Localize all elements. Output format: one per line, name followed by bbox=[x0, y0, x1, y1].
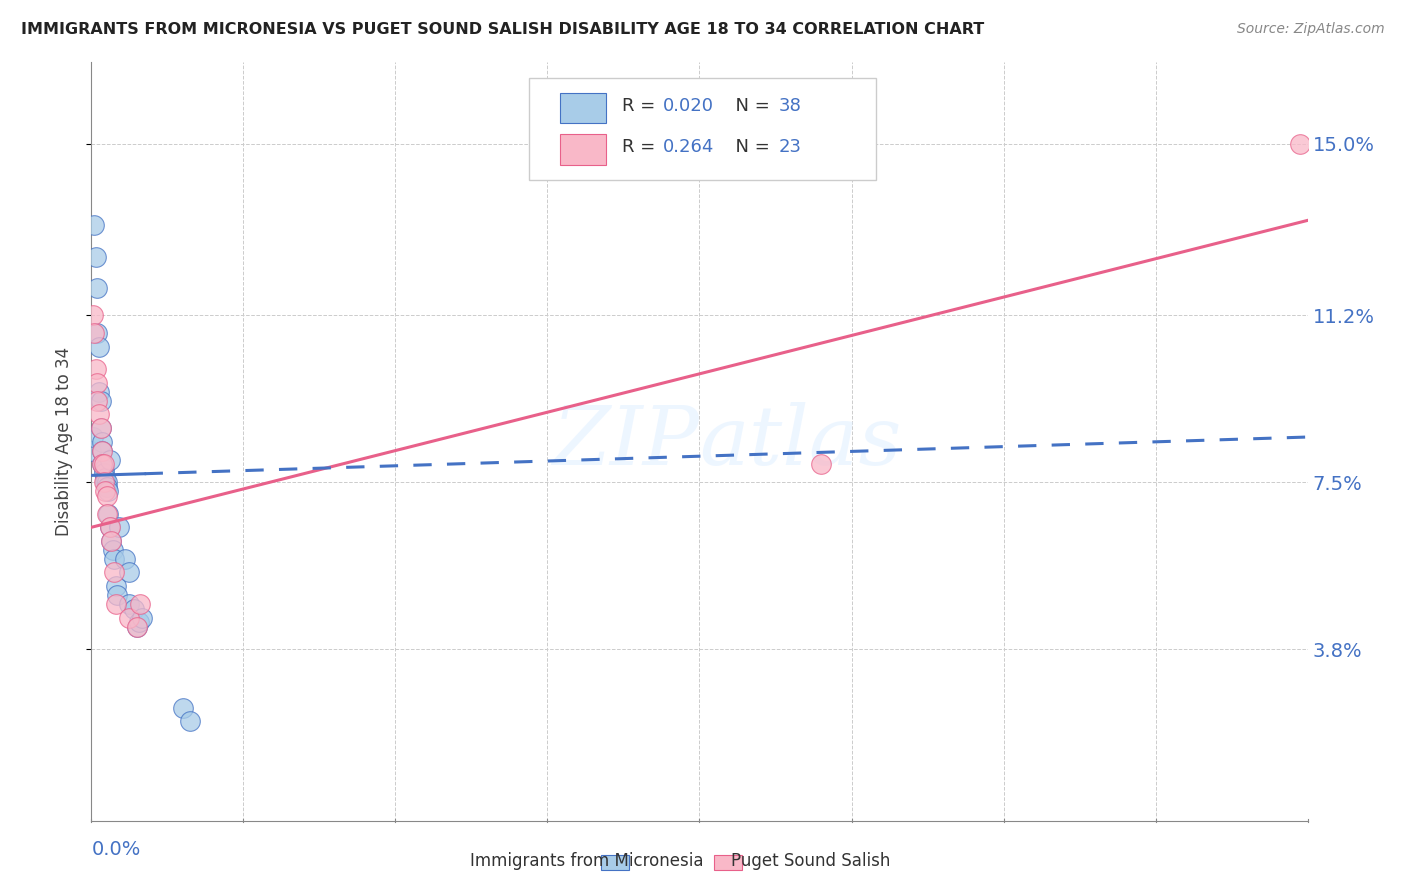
Text: 0.264: 0.264 bbox=[664, 138, 714, 156]
Point bbox=[91, 443, 114, 458]
Point bbox=[96, 480, 118, 494]
Bar bbox=[713, 855, 742, 871]
Text: 38: 38 bbox=[779, 97, 801, 115]
Point bbox=[104, 597, 127, 611]
Point bbox=[97, 484, 120, 499]
Point bbox=[87, 340, 110, 354]
Point bbox=[89, 421, 111, 435]
Text: N =: N = bbox=[724, 138, 775, 156]
Point bbox=[100, 533, 122, 548]
FancyBboxPatch shape bbox=[560, 135, 606, 165]
Text: N =: N = bbox=[724, 97, 775, 115]
Point bbox=[118, 597, 141, 611]
Point bbox=[93, 466, 115, 480]
Point bbox=[98, 452, 121, 467]
Point bbox=[105, 588, 128, 602]
Point bbox=[82, 308, 104, 322]
Point bbox=[128, 615, 150, 629]
Point bbox=[97, 507, 120, 521]
Point bbox=[94, 475, 117, 490]
Point bbox=[83, 326, 105, 341]
Point bbox=[89, 421, 111, 435]
Y-axis label: Disability Age 18 to 34: Disability Age 18 to 34 bbox=[55, 347, 73, 536]
Point bbox=[101, 542, 124, 557]
Point bbox=[118, 610, 141, 624]
Text: IMMIGRANTS FROM MICRONESIA VS PUGET SOUND SALISH DISABILITY AGE 18 TO 34 CORRELA: IMMIGRANTS FROM MICRONESIA VS PUGET SOUN… bbox=[21, 22, 984, 37]
Point bbox=[118, 566, 141, 580]
Text: Immigrants from Micronesia: Immigrants from Micronesia bbox=[470, 852, 703, 870]
Point bbox=[87, 384, 110, 399]
Point bbox=[86, 376, 108, 390]
Point bbox=[114, 552, 136, 566]
Point bbox=[1289, 136, 1312, 151]
Point bbox=[84, 362, 107, 376]
Text: atlas: atlas bbox=[699, 401, 901, 482]
Point bbox=[91, 457, 114, 471]
Point bbox=[172, 701, 194, 715]
Point bbox=[94, 484, 117, 499]
Point bbox=[96, 507, 118, 521]
Text: ZIP: ZIP bbox=[553, 401, 699, 482]
Text: Source: ZipAtlas.com: Source: ZipAtlas.com bbox=[1237, 22, 1385, 37]
Point bbox=[100, 533, 122, 548]
Point bbox=[80, 443, 103, 458]
Point bbox=[104, 579, 127, 593]
Text: R =: R = bbox=[621, 97, 661, 115]
Point bbox=[107, 520, 129, 534]
Point bbox=[103, 552, 125, 566]
Point bbox=[96, 489, 118, 503]
Point bbox=[84, 250, 107, 264]
Point bbox=[87, 408, 110, 422]
Point bbox=[94, 470, 117, 484]
Text: 0.0%: 0.0% bbox=[91, 839, 141, 859]
Text: R =: R = bbox=[621, 138, 661, 156]
Point bbox=[98, 520, 121, 534]
Point bbox=[810, 457, 832, 471]
Point bbox=[91, 443, 114, 458]
Point bbox=[91, 434, 114, 449]
Point bbox=[93, 461, 115, 475]
Bar bbox=[602, 855, 630, 871]
Point bbox=[86, 326, 108, 341]
Text: Puget Sound Salish: Puget Sound Salish bbox=[731, 852, 890, 870]
Point bbox=[125, 619, 148, 633]
Text: 0.020: 0.020 bbox=[664, 97, 714, 115]
Point bbox=[131, 610, 153, 624]
Text: 23: 23 bbox=[779, 138, 801, 156]
Point bbox=[86, 393, 108, 408]
Point bbox=[82, 430, 104, 444]
Point bbox=[91, 457, 114, 471]
Point bbox=[125, 619, 148, 633]
Point bbox=[96, 475, 118, 490]
FancyBboxPatch shape bbox=[560, 93, 606, 123]
Point bbox=[89, 393, 111, 408]
Point bbox=[103, 566, 125, 580]
Point bbox=[93, 457, 115, 471]
Point bbox=[122, 601, 145, 615]
Point bbox=[86, 281, 108, 295]
Point bbox=[129, 597, 152, 611]
Point bbox=[179, 714, 201, 729]
Point bbox=[83, 218, 105, 232]
Point bbox=[98, 520, 121, 534]
FancyBboxPatch shape bbox=[529, 78, 876, 180]
Point bbox=[93, 475, 115, 490]
